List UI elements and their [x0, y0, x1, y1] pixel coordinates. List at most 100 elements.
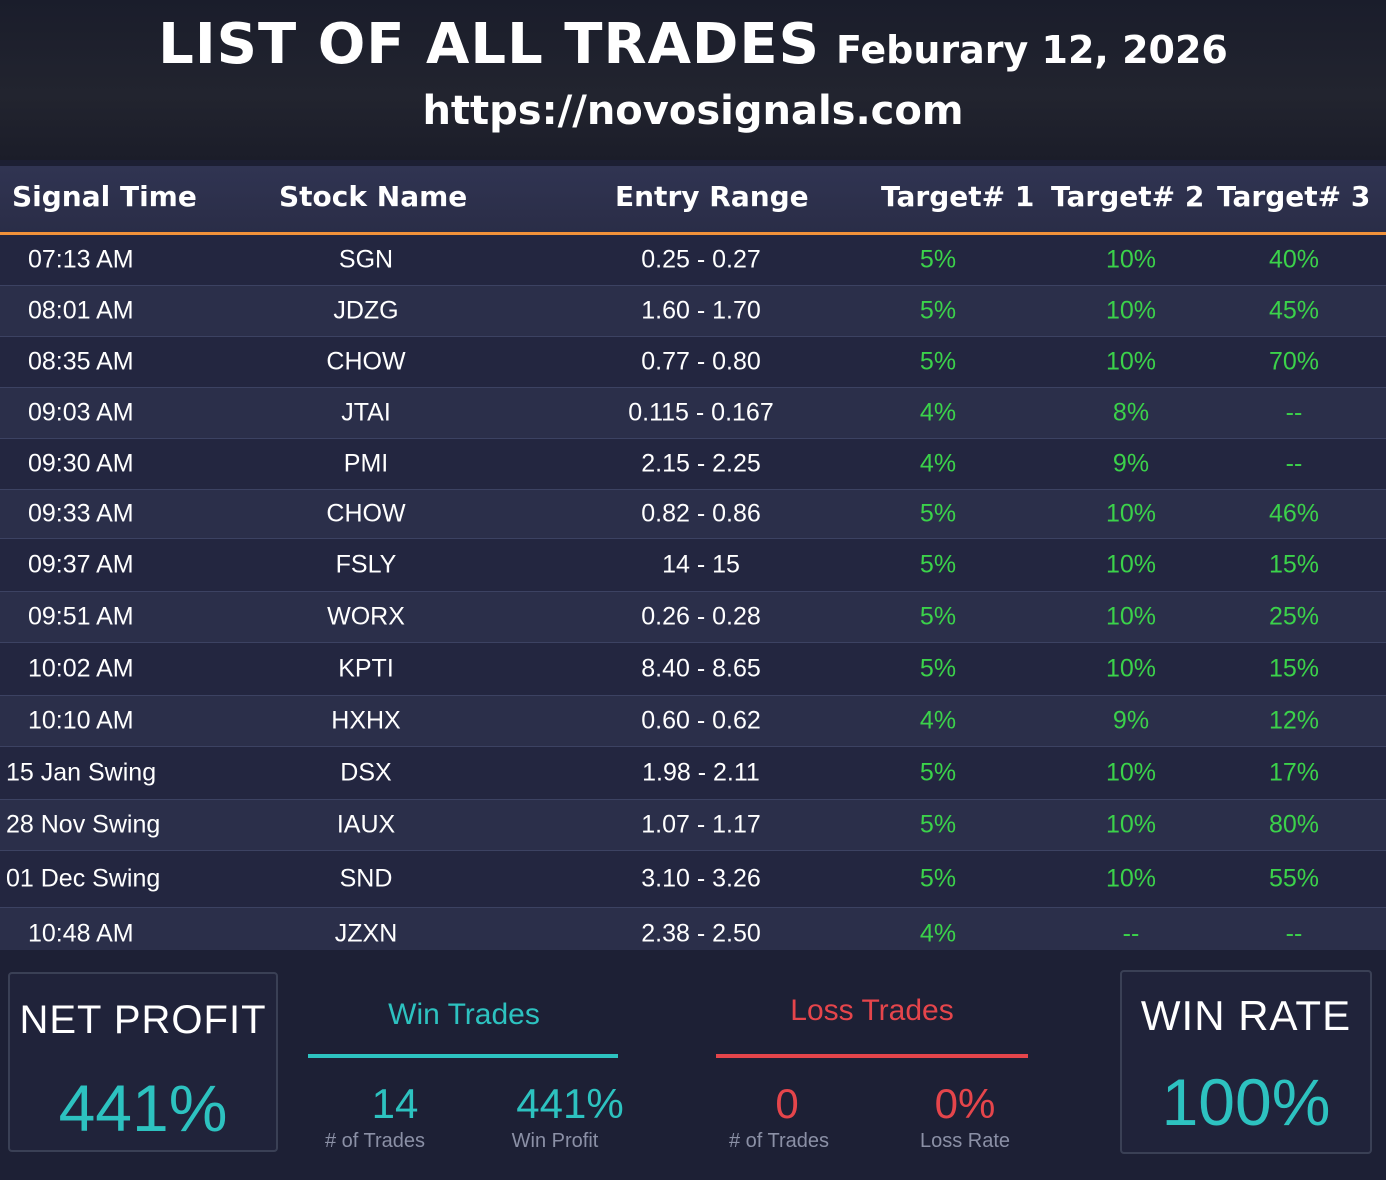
stock-name-cell: HXHX	[331, 706, 401, 735]
signal-time-cell: 09:37 AM	[28, 550, 134, 579]
stock-name-cell: JZXN	[334, 919, 398, 948]
target-1-cell: 5%	[919, 758, 957, 787]
net-profit-value: 441%	[58, 1071, 228, 1145]
page-title: LIST OF ALL TRADES	[158, 12, 820, 77]
stock-name-cell: FSLY	[335, 550, 397, 579]
win-trades-count-label: # of Trades	[324, 1130, 426, 1152]
table-row: 28 Nov Swing IAUX 1.07 - 1.17 5% 10% 80%	[0, 800, 1386, 851]
entry-range-cell: 3.10 - 3.26	[641, 864, 761, 893]
trades-table: Signal Time Stock Name Entry Range Targe…	[0, 166, 1386, 961]
stock-name-cell: KPTI	[338, 654, 394, 683]
stock-name-cell: JTAI	[341, 398, 391, 427]
loss-rate-label: Loss Rate	[919, 1130, 1011, 1152]
target-1-cell: 5%	[919, 810, 957, 839]
table-row: 09:51 AM WORX 0.26 - 0.28 5% 10% 25%	[0, 592, 1386, 643]
loss-trades-count: 0	[775, 1080, 799, 1127]
target-2-cell: 10%	[1105, 347, 1157, 376]
table-row: 09:30 AM PMI 2.15 - 2.25 4% 9% --	[0, 439, 1386, 490]
target-1-cell: 5%	[919, 864, 957, 893]
signal-time-cell: 09:51 AM	[28, 602, 134, 631]
target-3-cell: 15%	[1268, 550, 1320, 579]
entry-range-cell: 1.60 - 1.70	[641, 296, 761, 325]
win-profit-label: Win Profit	[511, 1130, 599, 1152]
target-3-cell: 25%	[1268, 602, 1320, 631]
table-header: Signal Time Stock Name Entry Range Targe…	[0, 166, 1386, 235]
target-2-cell: 10%	[1105, 245, 1157, 274]
target-1-cell: 5%	[919, 654, 957, 683]
table-row: 09:37 AM FSLY 14 - 15 5% 10% 15%	[0, 539, 1386, 592]
entry-range-cell: 0.82 - 0.86	[641, 499, 761, 528]
target-1-cell: 5%	[919, 245, 957, 274]
loss-trades-underline	[716, 1054, 1028, 1058]
header-banner: LIST OF ALL TRADES Feburary 12, 2026 http…	[0, 0, 1386, 160]
win-trades-title: Win Trades	[388, 998, 540, 1031]
target-3-cell: 40%	[1268, 245, 1320, 274]
win-trades-underline	[308, 1054, 618, 1058]
target-1-cell: 4%	[919, 398, 957, 427]
win-trades-count: 14	[371, 1080, 419, 1127]
signal-time-cell: 09:03 AM	[28, 398, 134, 427]
stock-name-cell: DSX	[340, 758, 392, 787]
table-row: 09:03 AM JTAI 0.115 - 0.167 4% 8% --	[0, 388, 1386, 439]
target-2-cell: 10%	[1105, 499, 1157, 528]
target-3-cell: 17%	[1268, 758, 1320, 787]
entry-range-cell: 2.15 - 2.25	[641, 449, 761, 478]
stock-name-cell: IAUX	[336, 810, 396, 839]
stock-name-cell: CHOW	[326, 347, 406, 376]
net-profit-label: NET PROFIT	[19, 998, 267, 1042]
target-1-cell: 4%	[919, 449, 957, 478]
win-rate-label: WIN RATE	[1140, 992, 1352, 1039]
signal-time-cell: 28 Nov Swing	[6, 810, 161, 839]
table-row: 01 Dec Swing SND 3.10 - 3.26 5% 10% 55%	[0, 851, 1386, 908]
entry-range-cell: 2.38 - 2.50	[641, 919, 761, 948]
signal-time-cell: 09:30 AM	[28, 449, 134, 478]
loss-rate-value: 0%	[934, 1080, 996, 1127]
target-3-cell: 80%	[1268, 810, 1320, 839]
signal-time-cell: 10:48 AM	[28, 919, 134, 948]
table-row: 07:13 AM SGN 0.25 - 0.27 5% 10% 40%	[0, 235, 1386, 286]
target-1-cell: 5%	[919, 347, 957, 376]
signal-time-cell: 07:13 AM	[28, 245, 134, 274]
target-1-cell: 4%	[919, 706, 957, 735]
target-3-cell: 15%	[1268, 654, 1320, 683]
signal-time-cell: 09:33 AM	[28, 499, 134, 528]
target-2-cell: 10%	[1105, 602, 1157, 631]
target-1-cell: 5%	[919, 602, 957, 631]
report-date: Feburary 12, 2026	[835, 28, 1228, 72]
column-header-target-1: Target# 1	[881, 180, 1035, 213]
loss-trades-count-label: # of Trades	[728, 1130, 830, 1152]
target-2-cell: 10%	[1105, 758, 1157, 787]
target-2-cell: 10%	[1105, 654, 1157, 683]
target-3-cell: 46%	[1268, 499, 1320, 528]
target-3-cell: --	[1285, 398, 1303, 427]
column-header-target-3: Target# 3	[1217, 180, 1371, 213]
table-row: 08:01 AM JDZG 1.60 - 1.70 5% 10% 45%	[0, 286, 1386, 337]
target-2-cell: --	[1122, 919, 1140, 948]
entry-range-cell: 14 - 15	[662, 550, 740, 579]
entry-range-cell: 0.77 - 0.80	[641, 347, 761, 376]
entry-range-cell: 1.07 - 1.17	[641, 810, 761, 839]
table-row: 09:33 AM CHOW 0.82 - 0.86 5% 10% 46%	[0, 490, 1386, 539]
target-2-cell: 10%	[1105, 864, 1157, 893]
win-profit-value: 441%	[516, 1080, 624, 1127]
target-3-cell: 55%	[1268, 864, 1320, 893]
entry-range-cell: 8.40 - 8.65	[641, 654, 761, 683]
stock-name-cell: SND	[339, 864, 393, 893]
table-row: 08:35 AM CHOW 0.77 - 0.80 5% 10% 70%	[0, 337, 1386, 388]
table-row: 10:02 AM KPTI 8.40 - 8.65 5% 10% 15%	[0, 643, 1386, 696]
entry-range-cell: 0.26 - 0.28	[641, 602, 761, 631]
target-1-cell: 5%	[919, 550, 957, 579]
target-2-cell: 10%	[1105, 810, 1157, 839]
target-3-cell: 45%	[1268, 296, 1320, 325]
target-3-cell: --	[1285, 449, 1303, 478]
stock-name-cell: SGN	[338, 245, 394, 274]
signal-time-cell: 08:01 AM	[28, 296, 134, 325]
stock-name-cell: CHOW	[326, 499, 406, 528]
stock-name-cell: WORX	[327, 602, 405, 631]
table-body: 07:13 AM SGN 0.25 - 0.27 5% 10% 40% 08:01 AM JD…	[0, 235, 1386, 961]
entry-range-cell: 1.98 - 2.11	[642, 758, 760, 787]
target-2-cell: 8%	[1112, 398, 1150, 427]
entry-range-cell: 0.25 - 0.27	[641, 245, 761, 274]
signal-time-cell: 10:02 AM	[28, 654, 134, 683]
